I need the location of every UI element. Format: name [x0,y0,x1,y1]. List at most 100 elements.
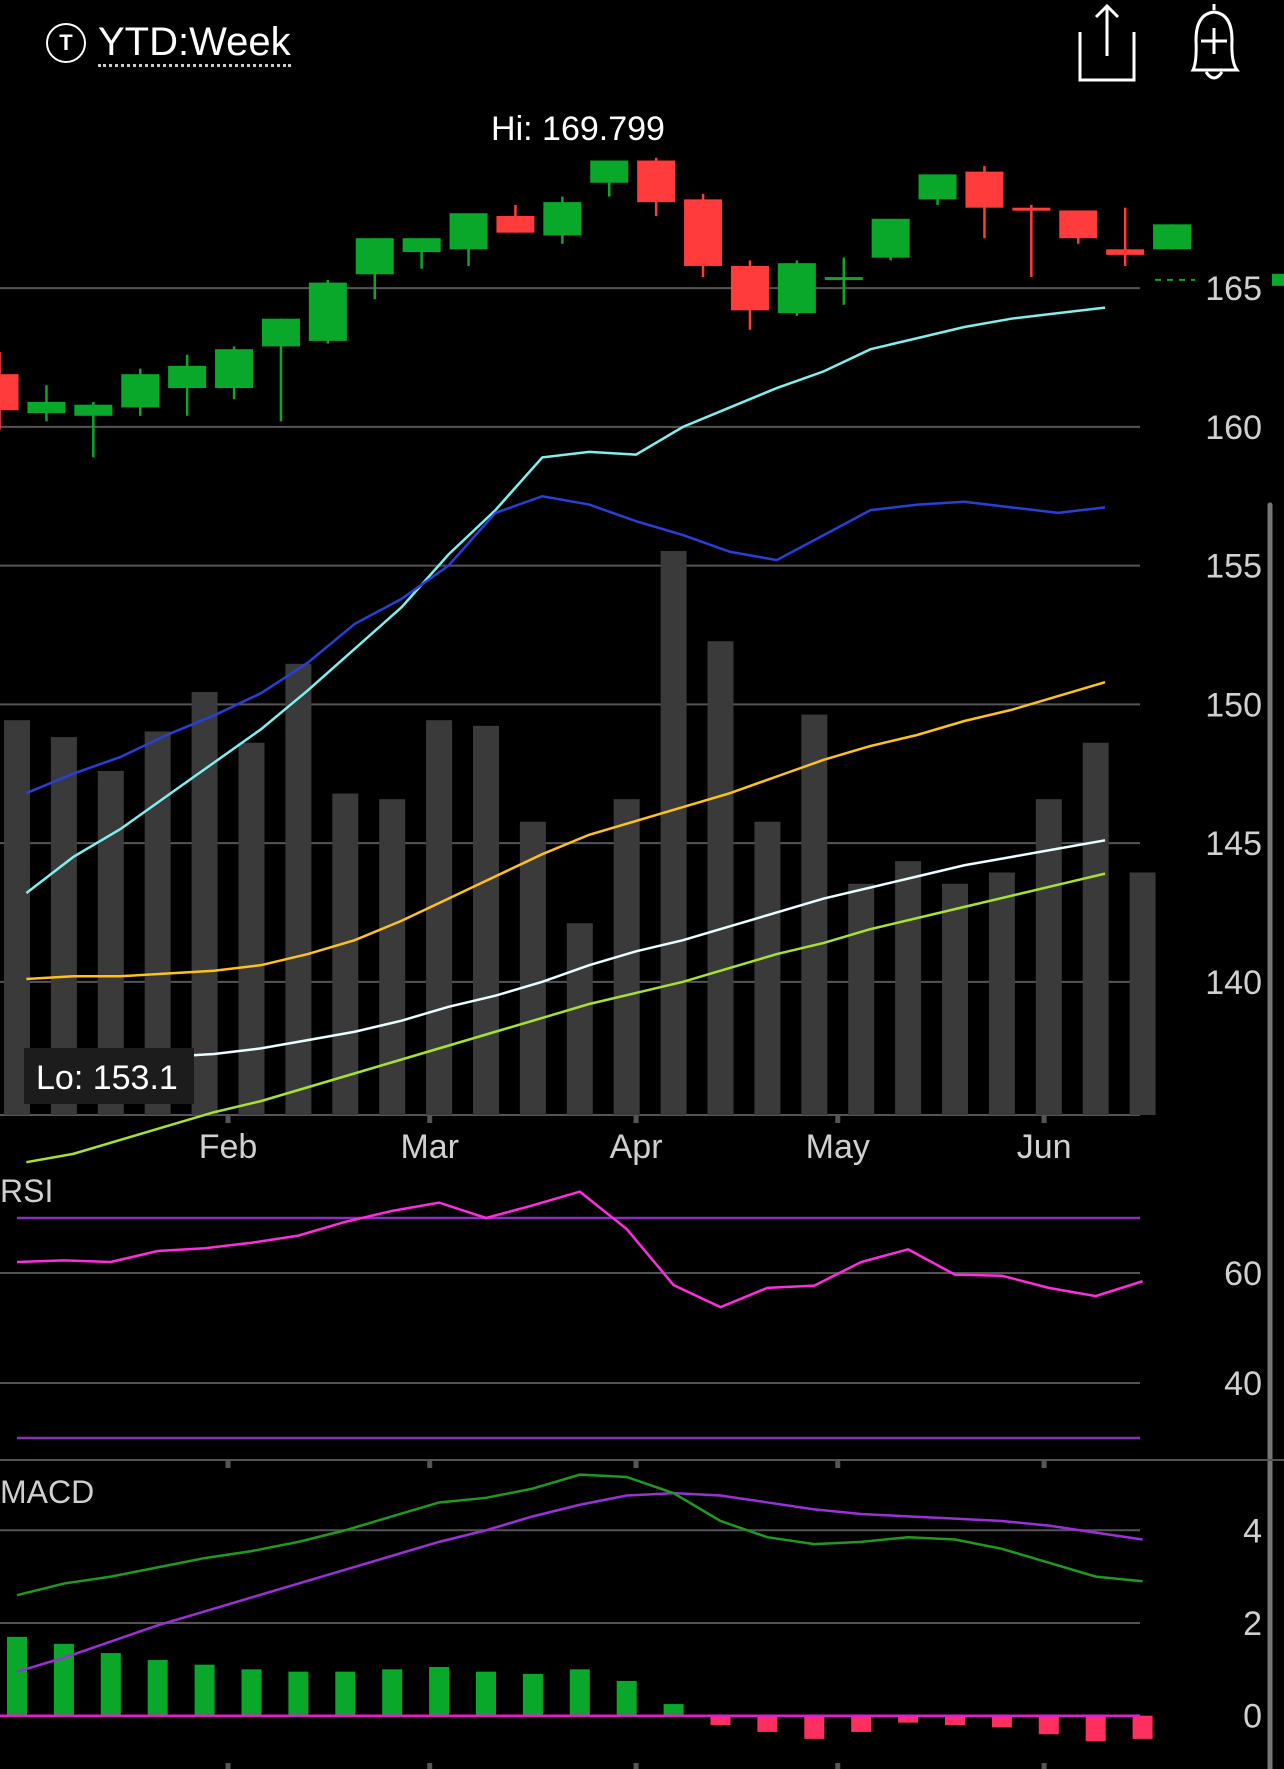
macd-histogram-bar [147,1660,168,1716]
price-axis-label: 155 [1205,548,1262,586]
candle-body [449,213,488,250]
macd-title: MACD [0,1474,94,1510]
macd-histogram-bar [616,1680,637,1716]
macd-histogram-bar [335,1671,356,1716]
volume-bar [848,883,875,1115]
candle-body [402,238,441,253]
period-label[interactable]: YTD:Week [98,20,291,67]
volume-bar [942,883,968,1115]
moving-average-line [26,680,1106,981]
volume-bar [379,799,406,1115]
candle-body [824,277,863,281]
macd-histogram-bar [710,1715,731,1725]
volume-bar [660,551,687,1115]
macd-axis-label: 4 [1243,1512,1262,1550]
share-icon[interactable] [1062,0,1152,90]
candle-body [27,401,66,414]
candle-body [684,199,723,266]
macd-histogram-bar [898,1715,919,1723]
volume-bar [238,742,265,1115]
macd-histogram-bar [288,1671,309,1716]
volume-bar [801,714,828,1115]
last-price-tag [1272,273,1284,286]
candle-body [1106,249,1145,255]
rsi-title: RSI [0,1173,53,1209]
macd-histogram-bar [1038,1715,1059,1735]
candle-body [590,160,629,183]
add-alert-bell-icon[interactable] [1169,0,1259,90]
price-axis-label: 150 [1205,686,1262,724]
candle-body [918,174,957,200]
low-label-box [24,1048,194,1104]
macd-histogram-bar [757,1715,778,1732]
macd-histogram-bar [241,1669,262,1716]
candle-body [1012,207,1051,211]
candle-body [965,171,1004,208]
volume-bar [1082,742,1109,1115]
candle-body [871,218,910,258]
candle-body [121,374,160,408]
moving-average-line [26,872,1106,1164]
x-axis-label: Feb [199,1128,258,1166]
candle-body [496,216,535,233]
candle-body [215,349,254,389]
candle-body [730,265,769,311]
macd-histogram-bar [851,1715,872,1732]
candle-body [355,238,394,275]
high-label: Hi: 169.799 [491,110,665,148]
macd-histogram-bar [382,1669,403,1716]
macd-histogram-bar [53,1643,74,1716]
candle-body [168,365,207,389]
volume-bar [707,641,734,1115]
macd-axis-label: 2 [1243,1605,1262,1643]
price-axis-label: 145 [1205,825,1262,863]
period-selector[interactable]: T YTD:Week [46,18,291,68]
macd-axis-label: 0 [1243,1698,1262,1736]
volume-bar [895,861,922,1115]
macd-histogram-bar [522,1673,543,1716]
volume-bar [988,872,1015,1115]
volume-bar [1035,799,1062,1115]
volume-bar [473,725,499,1115]
candle-body [1153,224,1192,250]
macd-histogram-bar [429,1667,450,1716]
candle-body [261,318,300,347]
volume-bar [519,821,546,1115]
moving-average-line [25,306,1106,895]
macd-histogram-bar [7,1636,27,1716]
macd-histogram-bar [663,1704,684,1716]
macd-signal-line [16,1491,1143,1673]
x-axis-label: Mar [400,1128,459,1166]
macd-histogram-bar [1085,1715,1106,1742]
candle-body [74,404,113,416]
candle-body [1059,210,1098,239]
ticker-badge-icon: T [46,23,86,63]
volume-bar [1129,872,1156,1115]
price-axis-label: 165 [1205,270,1262,308]
macd-histogram-bar [476,1671,496,1716]
candle-body [543,202,582,236]
moving-average-line [26,839,1106,1070]
volume-bar [285,663,312,1115]
volume-bar [566,923,593,1115]
volume-bar [754,821,781,1115]
x-axis-label: May [806,1128,870,1166]
price-axis-label: 140 [1205,964,1262,1002]
macd-histogram-bar [991,1715,1012,1728]
rsi-axis-label: 40 [1224,1365,1262,1403]
x-axis-label: Jun [1017,1128,1072,1166]
price-axis-label: 160 [1205,409,1262,447]
volume-bar [191,692,218,1115]
macd-histogram-bar [1132,1715,1153,1739]
moving-average-line [25,494,1106,795]
macd-histogram-bar [945,1715,965,1725]
macd-line [16,1473,1143,1597]
chart-header: T YTD:Week [0,0,1284,90]
low-label: Lo: 153.1 [36,1059,178,1097]
candle-body [308,282,347,341]
candle-body [637,160,676,203]
macd-histogram-bar [194,1664,215,1716]
x-axis-label: Apr [610,1128,663,1166]
candle-body [777,263,816,314]
